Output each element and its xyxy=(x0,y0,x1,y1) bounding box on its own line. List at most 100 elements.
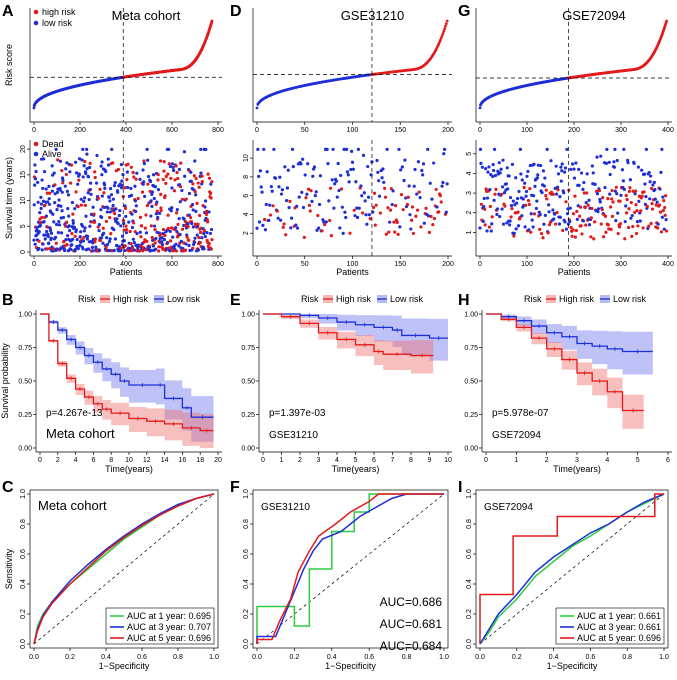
alive-point xyxy=(55,207,59,212)
alive-point xyxy=(541,169,546,173)
alive-point xyxy=(83,226,87,230)
alive-point xyxy=(172,168,176,173)
dead-point xyxy=(153,227,157,232)
alive-point xyxy=(108,210,112,214)
dead-point xyxy=(582,191,586,195)
y-tick-label: 0.6 xyxy=(466,549,473,559)
alive-point xyxy=(168,249,172,253)
alive-point xyxy=(122,221,126,226)
dead-point xyxy=(645,204,649,208)
dead-point xyxy=(597,189,601,193)
alive-point xyxy=(555,185,560,189)
dead-point xyxy=(541,236,545,240)
alive-point xyxy=(69,247,73,252)
alive-point xyxy=(551,208,555,212)
dead-point xyxy=(339,187,344,191)
alive-point xyxy=(357,206,361,210)
alive-point xyxy=(85,167,89,171)
alive-point xyxy=(488,188,492,192)
dead-point xyxy=(592,237,596,241)
alive-point xyxy=(508,219,512,223)
dead-point xyxy=(410,205,415,209)
legend-label: AUC at 1 year: 0.695 xyxy=(127,611,211,621)
dead-point xyxy=(39,220,43,225)
dead-point xyxy=(60,168,64,173)
alive-point xyxy=(101,241,105,245)
alive-point xyxy=(572,176,577,180)
x-tick-label: 400 xyxy=(662,127,674,134)
dead-point xyxy=(571,228,575,232)
x-tick-label: 200 xyxy=(74,261,86,268)
alive-point xyxy=(554,164,558,168)
dead-point xyxy=(180,227,185,231)
alive-point xyxy=(525,174,529,178)
alive-point xyxy=(623,220,627,224)
dead-point xyxy=(567,188,571,192)
alive-point xyxy=(42,169,47,174)
dead-point xyxy=(483,207,487,211)
alive-point xyxy=(582,180,586,185)
dead-point xyxy=(111,161,115,165)
alive-point xyxy=(142,162,146,166)
dead-point xyxy=(573,235,578,239)
alive-point xyxy=(344,147,349,151)
dead-point xyxy=(56,158,60,162)
alive-point xyxy=(413,167,417,172)
alive-point xyxy=(180,188,184,193)
dead-point xyxy=(586,203,590,207)
x-tick-label: 0.0 xyxy=(29,654,39,661)
alive-point xyxy=(60,190,64,194)
y-tick-label: 1 xyxy=(466,230,473,234)
legend-label: Dead xyxy=(42,139,64,149)
alive-point xyxy=(258,169,262,173)
alive-point xyxy=(661,195,665,199)
low-risk-ci xyxy=(263,314,448,364)
alive-point xyxy=(78,243,82,248)
dead-point xyxy=(74,190,78,194)
dead-point xyxy=(189,216,193,220)
alive-point xyxy=(289,226,293,230)
y-tick-label: 0.6 xyxy=(243,549,250,559)
alive-point xyxy=(579,171,584,175)
alive-point xyxy=(560,169,564,173)
dead-point xyxy=(93,175,97,180)
alive-point xyxy=(336,161,340,166)
alive-point xyxy=(267,218,271,223)
dead-point xyxy=(102,191,106,195)
alive-point xyxy=(174,242,178,246)
alive-point xyxy=(106,206,110,210)
alive-point xyxy=(149,214,153,218)
alive-point xyxy=(345,170,350,174)
dead-point xyxy=(98,238,103,243)
dead-point xyxy=(603,214,608,218)
alive-point xyxy=(190,203,195,207)
y-tick-label: 1.00 xyxy=(464,312,478,319)
dead-point xyxy=(635,209,639,213)
alive-point xyxy=(43,233,48,237)
alive-point xyxy=(500,185,505,189)
alive-point xyxy=(80,224,85,228)
alive-point xyxy=(479,161,483,165)
alive-point xyxy=(313,194,317,198)
alive-point xyxy=(514,227,518,231)
dead-point xyxy=(401,208,405,212)
dead-point xyxy=(104,245,108,249)
alive-point xyxy=(178,200,182,204)
dead-point xyxy=(194,176,198,181)
alive-point xyxy=(32,203,36,207)
dead-point xyxy=(140,224,144,228)
dead-point xyxy=(159,208,163,213)
alive-point xyxy=(32,238,36,242)
alive-point xyxy=(125,170,129,174)
dead-point xyxy=(138,215,143,219)
dead-point xyxy=(661,208,665,213)
dead-point xyxy=(589,235,593,239)
alive-point xyxy=(637,199,641,203)
alive-point xyxy=(575,217,579,222)
panel-letter: F xyxy=(230,479,240,496)
alive-point xyxy=(107,240,112,244)
alive-point xyxy=(70,243,74,247)
alive-point xyxy=(37,246,41,251)
alive-point xyxy=(104,169,108,174)
